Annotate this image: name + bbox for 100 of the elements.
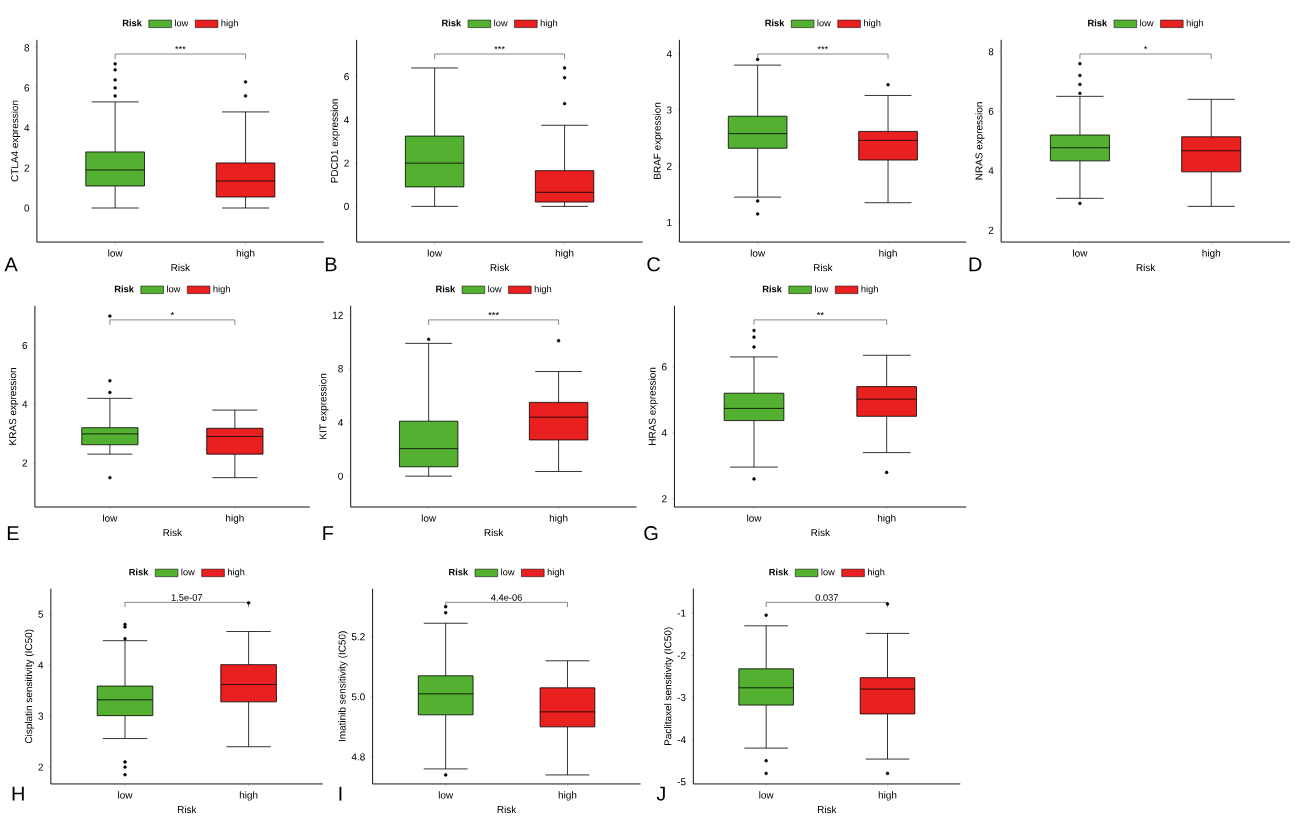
legend-title: Risk [129,568,149,576]
y-tick-label: 8 [24,44,30,52]
legend-label: low [175,19,189,27]
x-axis-title: Risk [817,805,837,813]
text: G [644,525,658,540]
annotation: 0.037 [815,593,838,601]
x-tick-label: high [555,249,574,259]
legend-title: Risk [762,285,782,293]
legend-title: Risk [122,19,142,27]
legend-label: low [815,285,829,293]
annotation: 4.4e-06 [491,593,522,601]
legend-title: Risk [114,285,134,293]
x-tick-label: low [427,249,443,257]
y-tick-label: 6 [22,341,28,349]
text: F [323,526,334,540]
legend-title: Risk [449,568,469,576]
x-tick-label: low [118,791,133,799]
legend-label: high [221,19,238,28]
x-axis-title: Risk [497,805,517,813]
y-tick-label: 6 [24,84,30,92]
y-tick-label: 8 [988,47,994,56]
y-tick-label: -2 [677,651,686,659]
legend-label: high [1186,19,1204,28]
legend-title: Risk [1088,19,1108,27]
legend-title: Risk [442,19,462,27]
x-axis-title: Risk [813,263,833,271]
y-tick-label: 4 [22,400,28,408]
text: A [4,257,18,271]
y-axis-title: KRAS expression [8,367,19,445]
y-tick-label: -4 [677,736,686,743]
x-axis-title: Risk [484,528,504,536]
y-axis-title: NRAS expression [975,102,985,180]
x-axis-title: Risk [177,805,197,813]
y-tick-label: 4 [344,116,350,124]
y-axis-title: PDCD1 expression [330,99,340,183]
annotation: *** [488,311,499,315]
y-tick-label: 5.2 [351,633,365,641]
y-tick-label: 4 [338,418,344,426]
legend-label: high [861,285,878,294]
y-tick-label: 4 [661,429,667,437]
y-axis-title: Imatinib sensitivity (IC50) [338,631,348,741]
x-tick-label: high [877,514,896,524]
x-tick-label: high [878,791,897,801]
legend-label: low [181,568,195,576]
y-tick-label: 4 [988,167,994,174]
x-tick-label: high [549,514,568,524]
legend-label: high [227,568,245,577]
y-tick-label: 0 [24,204,30,212]
y-axis-title: Paclitaxel sensitivity (IC50) [664,627,674,745]
y-tick-label: 3 [666,106,672,114]
text: J [656,786,665,801]
x-tick-label: low [1073,249,1088,257]
x-tick-label: high [1202,249,1221,259]
x-tick-label: high [239,791,258,801]
y-tick-label: 0 [344,202,349,210]
y-tick-label: 4 [666,50,672,58]
legend-title: Risk [436,285,456,293]
y-tick-label: 4 [38,661,44,669]
legend-label: high [864,19,881,28]
y-tick-label: 2 [22,459,28,467]
y-axis-title: Cisplatin sensitivity (IC50) [24,629,35,743]
legend-label: low [167,285,181,293]
y-tick-label: 2 [988,226,994,234]
y-tick-label: -1 [677,609,686,617]
x-tick-label: low [747,514,762,522]
legend-label: low [817,19,831,27]
x-tick-label: low [103,514,118,522]
legend-label: low [1140,19,1154,27]
x-tick-label: high [236,249,255,259]
y-axis-title: CTLA4 expression [10,100,21,182]
legend-label: high [213,285,230,294]
y-tick-label: 0 [338,472,343,480]
annotation: ** [816,311,824,315]
text: I [339,786,342,801]
y-tick-label: 5.0 [351,693,365,701]
y-tick-label: 2 [662,495,667,503]
y-tick-label: 4 [24,124,30,132]
x-tick-label: low [759,791,774,799]
legend-label: high [540,19,558,28]
annotation: 1.5e-07 [171,593,203,601]
y-tick-label: 6 [988,107,994,115]
legend-title: Risk [765,19,785,27]
y-tick-label: 8 [338,365,343,373]
y-tick-label: 5 [38,610,44,618]
legend-label: low [501,568,515,576]
annotation: *** [494,45,505,50]
annotation: *** [175,45,186,50]
y-tick-label: 1 [667,218,672,226]
y-tick-label: 3 [38,712,44,720]
text: B [325,257,337,271]
legend-label: low [488,285,502,293]
x-axis-title: Risk [1136,263,1156,271]
legend-label: high [534,285,552,294]
y-tick-label: -3 [677,693,686,701]
x-axis-title: Risk [171,263,191,271]
legend-title: Risk [769,568,789,576]
x-tick-label: high [879,249,897,259]
x-tick-label: low [750,249,766,257]
legend-label: high [547,568,565,577]
legend-label: low [821,568,835,576]
